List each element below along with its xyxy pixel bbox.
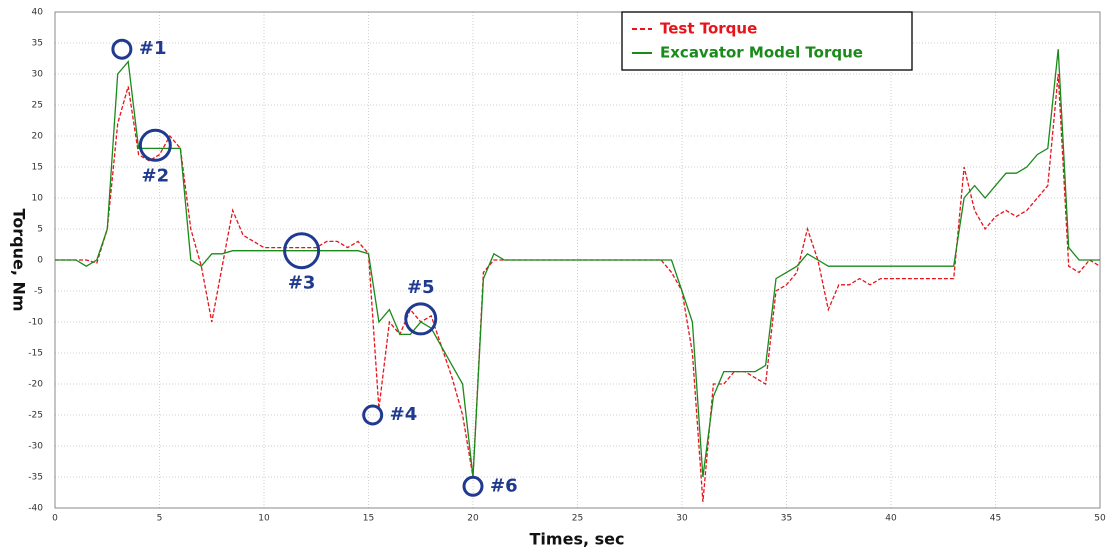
annotation-circle [111,38,133,60]
annotation-circle [404,302,438,336]
y-tick-label: 25 [32,101,43,111]
y-tick-label: -5 [34,287,43,297]
annotation-label: #3 [288,273,316,294]
x-tick-label: 35 [781,514,792,524]
y-tick-label: -10 [28,318,43,328]
y-tick-label: 40 [32,8,44,18]
annotation-circle [362,404,384,426]
y-tick-label: 15 [32,163,43,173]
legend-label: Excavator Model Torque [660,44,863,62]
annotation-label: #5 [407,277,435,298]
y-tick-label: -25 [28,411,43,421]
x-tick-label: 25 [572,514,583,524]
legend-label: Test Torque [660,20,757,38]
y-tick-label: -40 [28,504,43,514]
annotation-label: #2 [142,165,170,186]
y-tick-label: 35 [32,39,43,49]
y-tick-label: 0 [37,256,43,266]
annotation-label: #4 [390,404,418,425]
y-tick-label: 10 [32,194,44,204]
y-axis-title: Torque, Nm [10,208,29,311]
x-tick-label: 30 [676,514,688,524]
x-tick-label: 20 [467,514,479,524]
y-tick-label: -30 [28,442,43,452]
annotation-circle [283,232,321,270]
y-tick-label: -35 [28,473,43,483]
annotation-label: #6 [490,475,518,496]
x-tick-label: 45 [990,514,1001,524]
annotation-circle [138,128,172,162]
y-tick-label: 20 [32,132,44,142]
x-tick-label: 0 [52,514,58,524]
x-axis-title: Times, sec [530,530,625,549]
y-tick-label: 5 [37,225,43,235]
annotation-circle [462,475,484,497]
x-tick-label: 5 [157,514,163,524]
annotation-label: #1 [139,38,167,59]
x-tick-label: 10 [258,514,270,524]
x-tick-label: 15 [363,514,374,524]
y-tick-label: -15 [28,349,43,359]
y-tick-label: 30 [32,70,44,80]
x-tick-label: 40 [885,514,897,524]
legend-box [621,11,913,71]
y-tick-label: -20 [28,380,43,390]
x-tick-label: 50 [1094,514,1106,524]
series-line [55,49,1100,478]
